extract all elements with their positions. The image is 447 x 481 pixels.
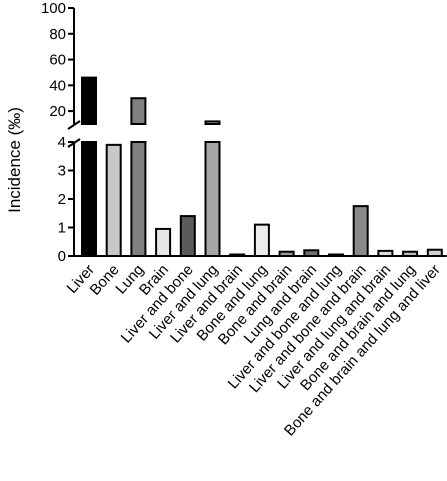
- y-tick-label: 60: [49, 52, 66, 69]
- y-axis-title: Incidence (‰): [5, 107, 24, 213]
- y-tick-label: 20: [49, 103, 66, 120]
- bars: [81, 76, 443, 258]
- bar: [130, 141, 147, 257]
- y-tick-label: 40: [49, 77, 66, 94]
- bar: [155, 227, 172, 258]
- axis-break-mark-upper: [67, 120, 81, 130]
- bar: [303, 249, 320, 258]
- y-tick-label: 0: [58, 248, 66, 265]
- bar: [278, 250, 295, 258]
- axes: [67, 8, 447, 257]
- bar: [352, 205, 369, 257]
- y-tick-label: 2: [58, 191, 66, 208]
- bar: [179, 215, 196, 258]
- bar: [377, 249, 394, 257]
- bar: [204, 141, 221, 257]
- y-tick-label: 4: [58, 134, 66, 151]
- bar: [229, 253, 246, 257]
- y-tick-label: 1: [58, 220, 66, 237]
- y-tick-label: 80: [49, 26, 66, 43]
- y-tick-label: 100: [41, 0, 66, 17]
- bar-upper-part: [204, 120, 221, 126]
- bar: [105, 143, 122, 258]
- bar: [328, 253, 344, 257]
- bar: [402, 250, 419, 258]
- y-ticks: 100 80 60 40 20 4 3 2 1 0: [41, 0, 74, 265]
- bar: [253, 223, 270, 257]
- bar: [426, 248, 443, 257]
- bar-upper-part: [130, 97, 147, 125]
- bar: [81, 141, 97, 257]
- y-tick-label: 3: [58, 163, 66, 180]
- bar-upper-part: [81, 76, 97, 125]
